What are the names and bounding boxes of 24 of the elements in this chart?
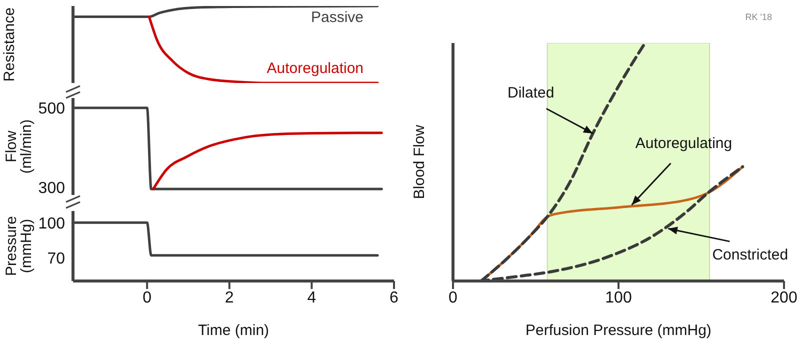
x-tick-label: 6 bbox=[390, 289, 399, 306]
x-tick-label: 2 bbox=[224, 289, 234, 306]
y-tick-label: 300 bbox=[38, 180, 66, 197]
text: RK '18 bbox=[745, 12, 772, 22]
x-tick-label: 4 bbox=[307, 289, 316, 306]
y-axis-title: Resistance bbox=[1, 7, 18, 82]
series-label: Passive bbox=[311, 9, 364, 26]
y-tick-label: 100 bbox=[38, 215, 66, 232]
line-series bbox=[152, 132, 383, 190]
annotation: Dilated bbox=[507, 84, 554, 102]
y-axis-title: Flow (ml/min) bbox=[3, 119, 35, 174]
x-tick-label: 0 bbox=[448, 289, 458, 306]
x-axis-title: Time (min) bbox=[198, 322, 270, 339]
y-axis-title: Pressure (mmHg) bbox=[3, 216, 35, 276]
x-tick-label: 200 bbox=[770, 289, 798, 306]
x-tick-label: 100 bbox=[605, 289, 632, 306]
x-tick-label: 0 bbox=[142, 289, 152, 306]
y-tick-label: 70 bbox=[47, 250, 66, 268]
series-label: Autoregulation bbox=[266, 60, 364, 77]
x-axis-title: Perfusion Pressure (mmHg) bbox=[526, 322, 712, 339]
y-axis-title: Blood Flow bbox=[411, 124, 428, 200]
annotation: Autoregulating bbox=[635, 134, 732, 152]
y-tick-label: 500 bbox=[38, 100, 66, 118]
annotation: Constricted bbox=[712, 246, 788, 264]
